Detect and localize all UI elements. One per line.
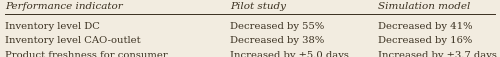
- Text: Simulation model: Simulation model: [378, 2, 470, 11]
- Text: Decreased by 38%: Decreased by 38%: [230, 35, 324, 44]
- Text: Decreased by 41%: Decreased by 41%: [378, 22, 472, 30]
- Text: Decreased by 16%: Decreased by 16%: [378, 35, 472, 44]
- Text: Pilot study: Pilot study: [230, 2, 286, 11]
- Text: Inventory level DC: Inventory level DC: [5, 22, 100, 30]
- Text: Performance indicator: Performance indicator: [5, 2, 123, 11]
- Text: Inventory level CAO-outlet: Inventory level CAO-outlet: [5, 35, 140, 44]
- Text: Increased by ±3.7 days: Increased by ±3.7 days: [378, 50, 496, 57]
- Text: Decreased by 55%: Decreased by 55%: [230, 22, 324, 30]
- Text: Increased by ±5.0 days: Increased by ±5.0 days: [230, 50, 349, 57]
- Text: Product freshness for consumer: Product freshness for consumer: [5, 50, 168, 57]
